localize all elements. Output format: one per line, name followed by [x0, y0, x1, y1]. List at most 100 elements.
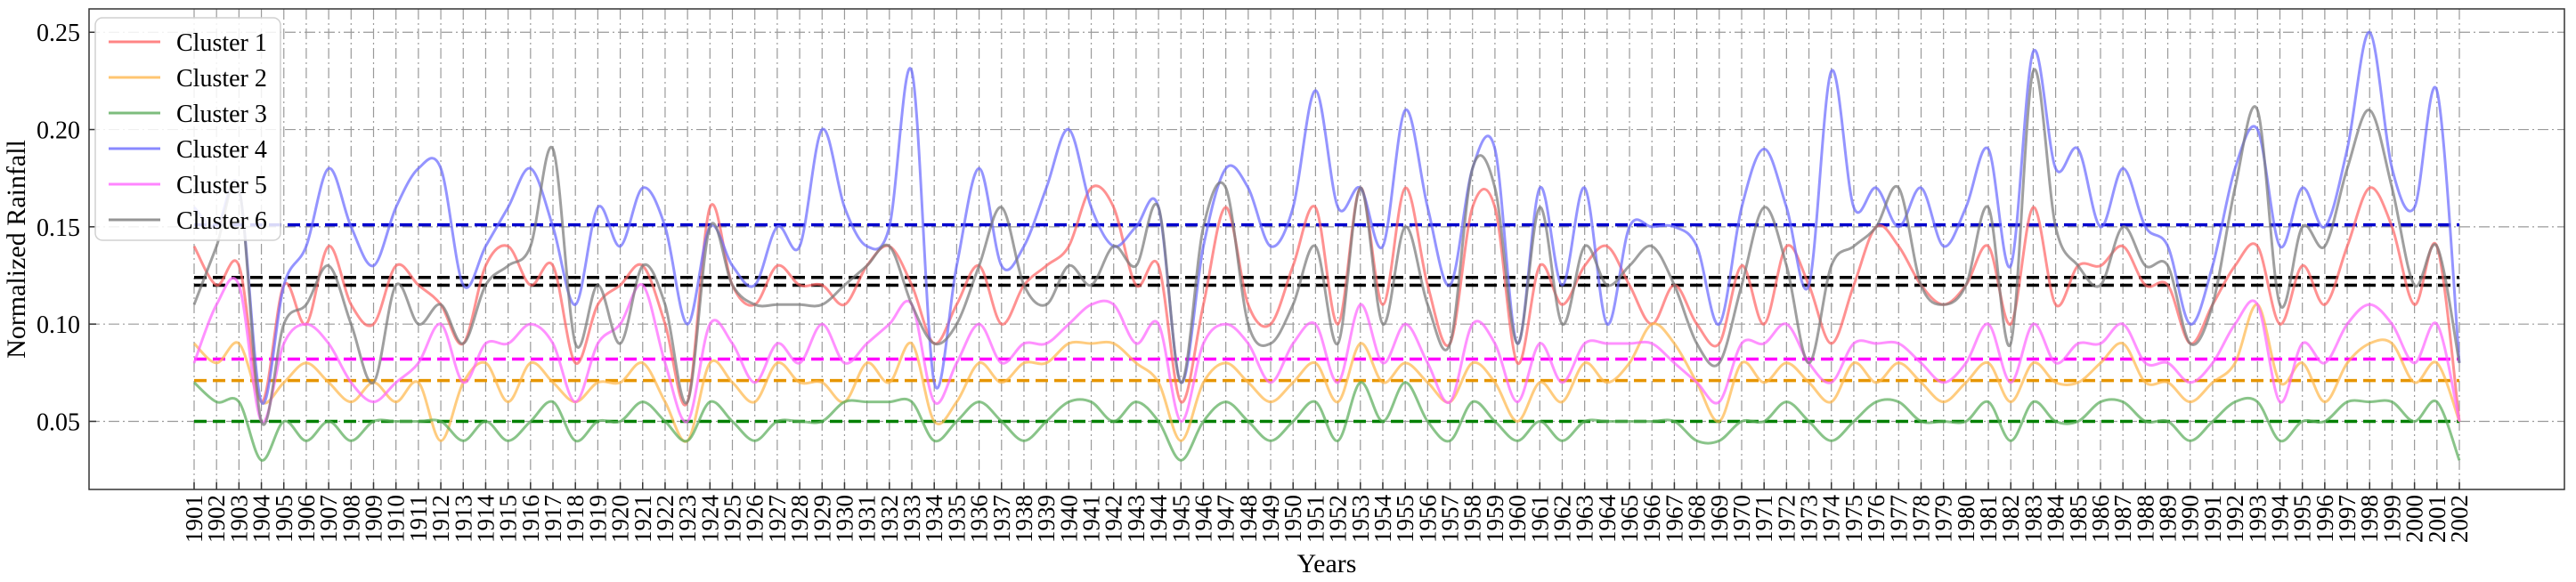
- x-tick-label: 1941: [1078, 495, 1105, 543]
- x-tick-label: 1929: [809, 495, 835, 543]
- x-tick-label: 1947: [1213, 495, 1239, 543]
- x-tick-label: 1994: [2266, 495, 2293, 544]
- x-tick-label: 1939: [1033, 495, 1060, 543]
- x-tick-label: 1944: [1145, 495, 1172, 544]
- x-tick-label: 1978: [1907, 495, 1934, 543]
- x-tick-label: 1971: [1751, 495, 1777, 543]
- axes: 0.05 0.10 0.15 0.20 0.25 19011902190319041905…: [37, 20, 2473, 543]
- series-line: [192, 381, 2461, 462]
- x-tick-label: 1984: [2043, 495, 2069, 544]
- series-line: [192, 184, 2461, 422]
- x-tick-label: 1979: [1930, 495, 1957, 543]
- x-tick-label: 1928: [786, 495, 813, 543]
- x-tick-label: 1933: [898, 495, 925, 543]
- y-tick-label: 0.25: [37, 20, 80, 47]
- grid-layer: [89, 9, 2564, 489]
- series-line: [192, 277, 2461, 424]
- legend-label: Cluster 4: [176, 136, 267, 164]
- x-tick-label: 1945: [1167, 495, 1194, 543]
- y-tick-label: 0.10: [37, 311, 80, 339]
- x-tick-label: 1923: [674, 495, 701, 543]
- x-tick-label: 1943: [1123, 495, 1150, 543]
- legend-label: Cluster 2: [176, 65, 267, 93]
- x-tick-label: 1964: [1594, 495, 1621, 544]
- x-tick-label: 1932: [876, 495, 903, 543]
- x-tick-label: 1905: [271, 495, 297, 543]
- x-tick-label: 1925: [719, 495, 746, 543]
- x-tick-label: 1919: [584, 495, 611, 543]
- x-tick-label: 1991: [2199, 495, 2226, 543]
- x-tick-label: 1965: [1616, 495, 1643, 543]
- x-tick-label: 1950: [1280, 495, 1306, 543]
- legend: Cluster 1 Cluster 2 Cluster 3 Cluster 4 Clus…: [94, 17, 281, 241]
- x-tick-label: 1934: [921, 495, 947, 544]
- x-tick-label: 1906: [293, 495, 320, 543]
- series-lines: [192, 30, 2461, 462]
- x-tick-label: 1927: [764, 495, 791, 543]
- x-tick-label: 1954: [1369, 495, 1396, 544]
- x-tick-label: 1946: [1190, 495, 1216, 543]
- x-tick-label: 1988: [2132, 495, 2158, 543]
- x-tick-label: 1956: [1414, 495, 1441, 543]
- x-tick-label: 1976: [1863, 495, 1889, 543]
- x-tick-label: 1924: [696, 495, 723, 544]
- x-tick-label: 1989: [2155, 495, 2182, 543]
- x-axis-label: Years: [1297, 549, 1357, 578]
- x-tick-label: 1942: [1101, 495, 1127, 543]
- x-tick-label: 1920: [607, 495, 634, 543]
- x-tick-label: 1963: [1572, 495, 1598, 543]
- x-tick-label: 1981: [1975, 495, 2002, 543]
- x-tick-label: 1967: [1661, 495, 1687, 543]
- x-tick-label: 1903: [225, 495, 252, 543]
- x-tick-label: 1931: [854, 495, 881, 543]
- x-tick-label: 1913: [450, 495, 476, 543]
- x-tick-label: 1949: [1257, 495, 1284, 543]
- y-tick-label: 0.05: [37, 408, 80, 436]
- x-tick-label: 1957: [1437, 495, 1464, 543]
- x-tick-label: 1940: [1055, 495, 1082, 543]
- y-tick-label: 0.15: [37, 214, 80, 242]
- x-tick-label: 2002: [2446, 495, 2473, 543]
- x-tick-label: 1917: [540, 495, 566, 543]
- x-tick-label: 1980: [1953, 495, 1979, 543]
- series-line: [192, 30, 2461, 405]
- x-tick-label: 1982: [1997, 495, 2024, 543]
- x-tick-label: 1915: [495, 495, 522, 543]
- x-tick-label: 1996: [2312, 495, 2338, 543]
- x-tick-label: 1977: [1885, 495, 1912, 543]
- x-tick-label: 1962: [1548, 495, 1575, 543]
- x-tick-label: 1960: [1504, 495, 1531, 543]
- legend-label: Cluster 3: [176, 101, 267, 128]
- x-tick-label: 1902: [203, 495, 230, 543]
- x-tick-label: 1959: [1482, 495, 1508, 543]
- plot-frame: [88, 8, 2565, 490]
- x-tick-label: 1966: [1638, 495, 1665, 543]
- x-tick-label: 1993: [2244, 495, 2271, 543]
- y-tick-label: 0.20: [37, 117, 80, 145]
- x-tick-label: 1922: [652, 495, 679, 543]
- x-tick-label: 1987: [2109, 495, 2136, 543]
- x-tick-label: 1974: [1818, 495, 1845, 544]
- x-tick-label: 1997: [2334, 495, 2361, 543]
- x-tick-label: 1970: [1728, 495, 1755, 543]
- x-tick-label: 1995: [2289, 495, 2316, 543]
- x-tick-label: 1904: [248, 495, 275, 544]
- x-tick-label: 2000: [2401, 495, 2428, 543]
- x-tick-label: 1998: [2356, 495, 2383, 543]
- x-tick-label: 1975: [1841, 495, 1867, 543]
- x-tick-label: 1951: [1302, 495, 1329, 543]
- x-tick-label: 2001: [2424, 495, 2450, 543]
- x-tick-label: 1908: [337, 495, 364, 543]
- x-tick-label: 1973: [1796, 495, 1823, 543]
- x-tick-label: 1926: [742, 495, 768, 543]
- x-tick-label: 1969: [1706, 495, 1733, 543]
- x-tick-label: 1936: [966, 495, 993, 543]
- x-tick-label: 1935: [943, 495, 970, 543]
- x-tick-label: 1999: [2378, 495, 2405, 543]
- x-tick-label: 1985: [2065, 495, 2092, 543]
- x-tick-label: 1968: [1684, 495, 1711, 543]
- legend-label: Cluster 1: [176, 29, 267, 57]
- x-tick-label: 1961: [1526, 495, 1553, 543]
- x-tick-label: 1918: [562, 495, 589, 543]
